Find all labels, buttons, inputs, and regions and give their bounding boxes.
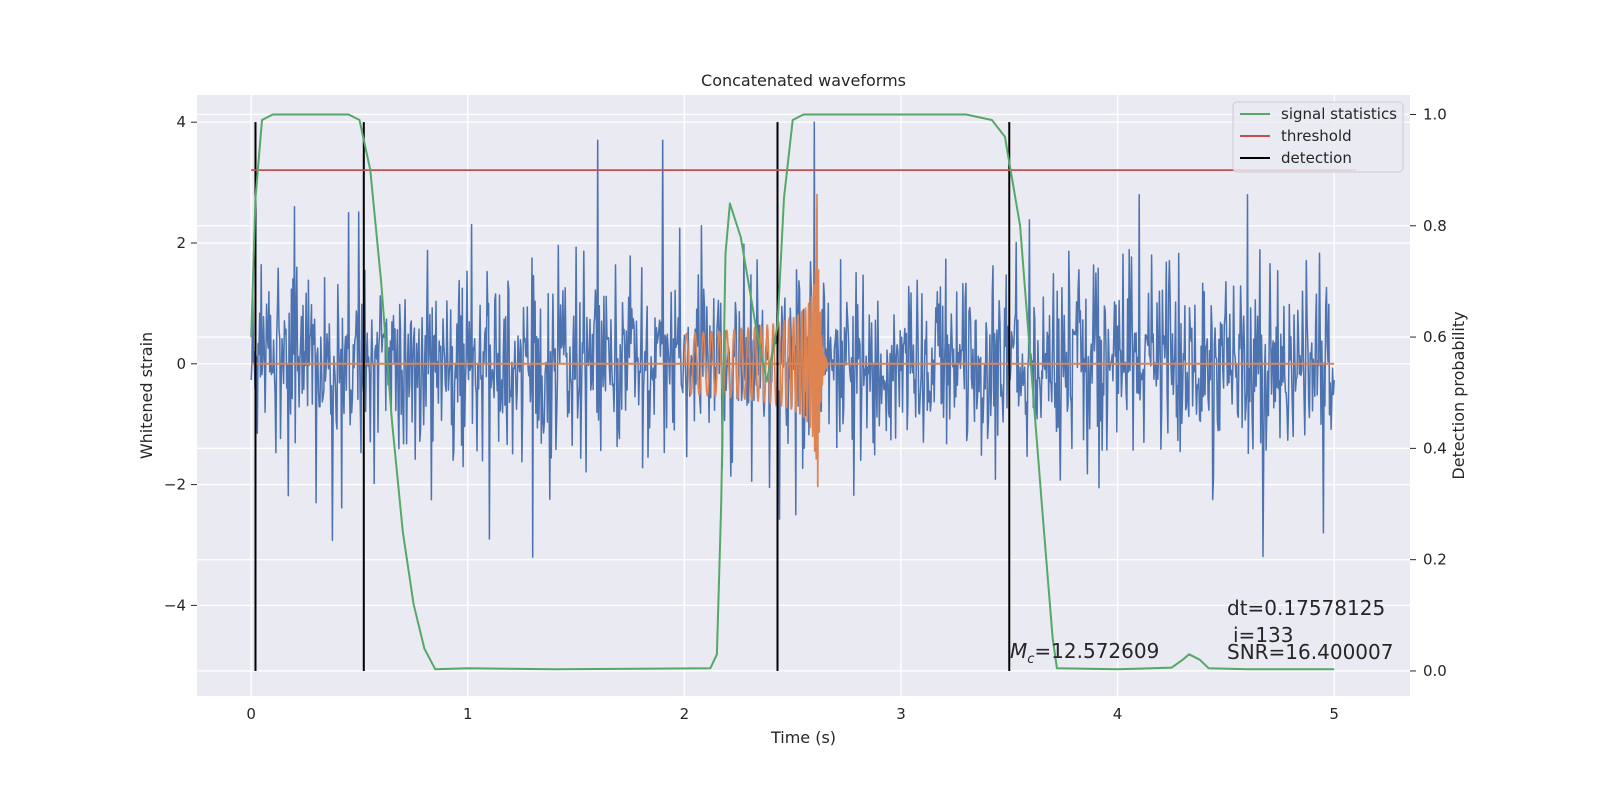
legend-label-detection: detection xyxy=(1281,149,1352,167)
series-layer xyxy=(250,113,1356,671)
chirp-mass-value: =12.572609 xyxy=(1034,639,1159,663)
series-injected-chirp xyxy=(683,193,829,488)
y2-tick-label: 0.2 xyxy=(1423,551,1447,569)
y2-axis-label: Detection probability xyxy=(1449,311,1468,479)
y2-tick-label: 0.4 xyxy=(1423,439,1447,457)
y-tick-label: 0 xyxy=(176,355,186,373)
y-tick-label: −4 xyxy=(164,596,186,614)
y2-tick-label: 1.0 xyxy=(1423,105,1447,123)
x-tick-label: 4 xyxy=(1113,705,1123,723)
x-tick-label: 1 xyxy=(463,705,473,723)
tick-labels: 0 1 2 3 4 5 4 2 0 −2 −4 1.0 0.8 0.6 0.4 0.2 0.0 xyxy=(164,105,1447,723)
x-tick-label: 0 xyxy=(246,705,256,723)
y-tick-label: 4 xyxy=(176,113,186,131)
annotations: dt=0.17578125 i=133 SNR=16.400007 Mc=12.… xyxy=(1010,596,1393,667)
plot-series-group xyxy=(250,113,1356,671)
x-axis-label: Time (s) xyxy=(770,728,836,747)
y2-tick-label: 0.8 xyxy=(1423,217,1447,235)
y-tick-label: −2 xyxy=(164,476,186,494)
legend: signal statistics threshold detection xyxy=(1232,101,1404,173)
y2-tick-label: 0.6 xyxy=(1423,328,1447,346)
chart-title: Concatenated waveforms xyxy=(701,71,906,90)
annotation-dt: dt=0.17578125 xyxy=(1227,596,1385,620)
legend-label-threshold: threshold xyxy=(1281,127,1352,145)
x-tick-label: 5 xyxy=(1329,705,1339,723)
x-tick-label: 3 xyxy=(896,705,906,723)
annotation-index: i=133 xyxy=(1233,623,1294,647)
y-axis-label: Whitened strain xyxy=(137,332,156,459)
chirp-mass-symbol: M xyxy=(1010,639,1027,663)
annotation-chirp-mass: Mc=12.572609 xyxy=(1010,639,1159,667)
x-tick-label: 2 xyxy=(680,705,690,723)
legend-label-signal-statistics: signal statistics xyxy=(1281,105,1397,123)
annotation-snr: SNR=16.400007 xyxy=(1227,640,1393,664)
y2-tick-label: 0.0 xyxy=(1423,662,1447,680)
chirp-mass-subscript: c xyxy=(1027,652,1034,667)
y-tick-label: 2 xyxy=(176,234,186,252)
series-signal-statistics xyxy=(250,113,1335,671)
legend-box xyxy=(1232,101,1404,173)
